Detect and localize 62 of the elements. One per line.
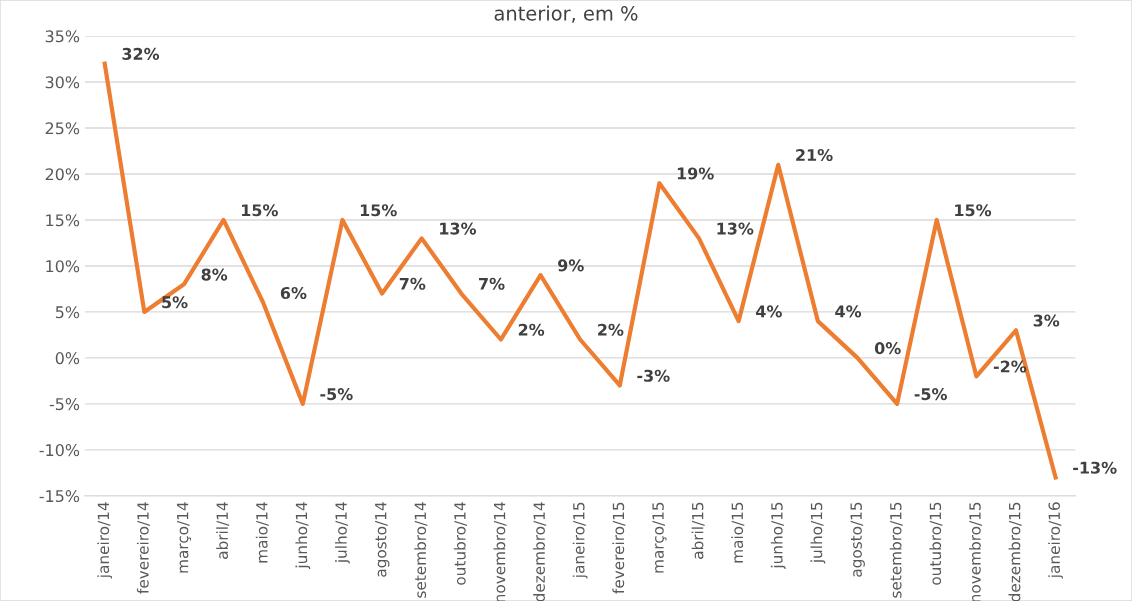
x-tick-label: outubro/15 [929, 502, 943, 585]
text: 5% [162, 296, 188, 309]
chart-title: anterior, em % [494, 5, 638, 23]
text: 2% [518, 323, 545, 336]
y-tick-label: 35% [45, 30, 80, 43]
text: 8% [201, 268, 228, 281]
x-tick-label: setembro/15 [889, 502, 903, 598]
text: 15% [955, 204, 992, 217]
x-tick-label: setembro/14 [414, 502, 428, 598]
text: 9% [558, 259, 584, 272]
x-tick-label: dezembro/14 [533, 502, 547, 601]
x-tick-label: janeiro/14 [97, 502, 113, 579]
y-tick-label: 0% [55, 352, 80, 365]
x-tick-label: abril/14 [216, 502, 230, 559]
text: 21% [796, 149, 833, 162]
x-tick-label: fevereiro/15 [612, 502, 626, 594]
text: 15% [360, 204, 397, 217]
x-tick-label: março/15 [652, 502, 667, 573]
y-tick-label: 5% [55, 306, 80, 319]
y-tick-label: 10% [46, 260, 80, 273]
y-tick-label: 25% [45, 122, 80, 135]
x-tick-label: maio/15 [731, 502, 745, 563]
text: -13% [1073, 461, 1117, 474]
text: 13% [440, 222, 477, 235]
x-tick-label: fevereiro/14 [136, 502, 150, 594]
text: 32% [122, 47, 160, 60]
text: 4% [756, 305, 782, 318]
x-tick-label: julho/15 [810, 502, 826, 564]
x-tick-label: abril/15 [691, 502, 705, 559]
y-tick-label: 15% [46, 214, 80, 227]
x-tick-label: novembro/14 [493, 502, 507, 601]
text: 6% [280, 286, 307, 300]
text: 7% [479, 277, 505, 290]
text: 13% [717, 222, 754, 235]
text: 15% [242, 204, 278, 217]
x-tick-label: julho/14 [335, 502, 350, 564]
text: 7% [399, 277, 426, 290]
text: 4% [835, 305, 862, 318]
x-tick-label: novembro/15 [968, 502, 982, 601]
y-tick-label: 30% [45, 76, 80, 89]
y-tick-label: 20% [45, 168, 80, 181]
x-tick-label: junho/14 [295, 502, 311, 569]
text: -3% [637, 369, 670, 382]
text: 19% [677, 167, 714, 180]
x-tick-label: agosto/14 [375, 502, 390, 577]
y-tick-label: -15% [39, 490, 80, 503]
y-tick-label: -5% [49, 398, 80, 411]
y-tick-label: -10% [39, 444, 80, 457]
text: -5% [914, 388, 948, 401]
x-tick-label: janeiro/15 [572, 502, 588, 579]
x-tick-label: agosto/15 [850, 502, 865, 577]
x-tick-label: junho/15 [770, 502, 786, 569]
x-tick-label: maio/14 [255, 502, 269, 563]
text: 2% [598, 323, 624, 336]
text: 3% [1033, 314, 1060, 327]
x-tick-label: janeiro/16 [1048, 502, 1063, 579]
text: -5% [320, 388, 353, 401]
text: 0% [874, 342, 901, 355]
x-tick-label: março/14 [177, 502, 192, 573]
x-tick-label: dezembro/15 [1008, 502, 1022, 601]
line-series [102, 61, 1058, 480]
x-tick-label: outubro/14 [453, 502, 467, 585]
